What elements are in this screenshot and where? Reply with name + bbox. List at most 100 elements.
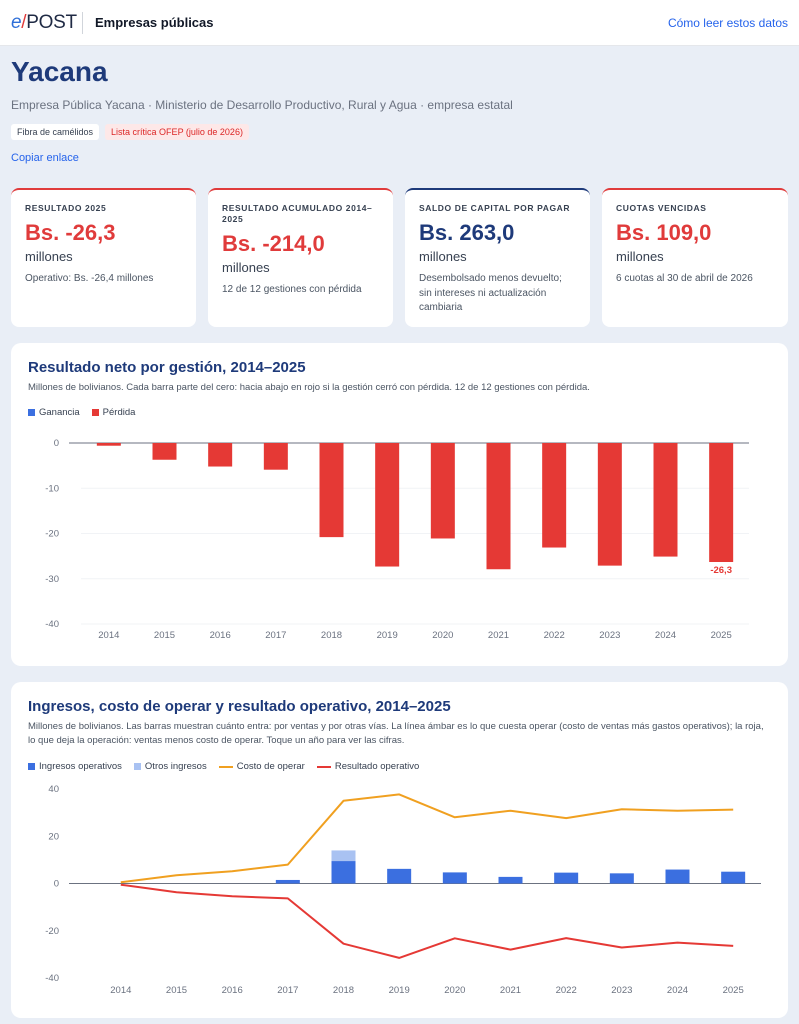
bar-ingresos-2025 — [721, 871, 746, 884]
ingresos-costo-chart[interactable]: 40 20 0 -20 -40 2014 2015 2016 2017 2018 2019 2020 2… — [11, 682, 788, 1018]
bar-2016 — [208, 443, 233, 467]
company-subtitle: Empresa Pública Yacana · Ministerio de D… — [11, 98, 513, 112]
kpi-card-saldo: Saldo de capital por pagar Bs. 263,0 mil… — [405, 188, 590, 327]
kpi-note: Operativo: Bs. -26,4 millones — [25, 273, 154, 285]
kpi-unit: millones — [25, 249, 73, 265]
tag-list: Fibra de camélidos Lista crítica OFEP (j… — [11, 124, 249, 140]
x-tick-label: 2023 — [611, 985, 632, 996]
legend-item-resultado: Resultado operativo — [316, 761, 420, 772]
chart-title: Ingresos, costo de operar y resultado op… — [28, 698, 451, 715]
kpi-card-resultado: Resultado 2025 Bs. -26,3 millones Operat… — [11, 188, 196, 327]
bar-ingresos-2023 — [609, 873, 634, 884]
kpi-value: Bs. -214,0 — [222, 231, 325, 257]
legend-swatch — [28, 763, 35, 770]
legend-label: Ganancia — [39, 407, 80, 418]
bar-2014 — [96, 443, 121, 446]
legend-item-costo: Costo de operar — [218, 761, 305, 772]
kpi-card-cuotas: Cuotas vencidas Bs. 109,0 millones 6 cuo… — [602, 188, 788, 327]
x-tick-label: 2019 — [389, 985, 410, 996]
bar-2018 — [319, 443, 344, 538]
kpi-value: Bs. 109,0 — [616, 220, 712, 246]
x-tick-label: 2024 — [667, 985, 688, 996]
copy-link-button[interactable]: Copiar enlace — [11, 152, 79, 164]
bar-2020 — [430, 443, 455, 539]
logo-slash: / — [21, 12, 27, 33]
logo-post: POST — [26, 12, 77, 33]
legend-line — [316, 765, 331, 768]
kpi-label: Resultado acumulado 2014–2025 — [222, 203, 373, 225]
kpi-note: 12 de 12 gestiones con pérdida — [222, 284, 362, 296]
bar-ingresos-2024 — [665, 869, 690, 884]
legend-swatch — [28, 409, 35, 416]
bar-ingresos-2022 — [554, 872, 579, 884]
kpi-value: Bs. -26,3 — [25, 220, 116, 246]
kpi-note: 6 cuotas al 30 de abril de 2026 — [616, 273, 753, 285]
kpi-unit: millones — [222, 260, 270, 276]
x-tick-label: 2021 — [488, 630, 509, 641]
y-tick-label: -10 — [45, 483, 59, 494]
y-tick-label: 0 — [54, 879, 59, 890]
x-tick-label: 2020 — [432, 630, 453, 641]
legend-label: Pérdida — [102, 407, 136, 418]
y-tick-label: -30 — [45, 574, 59, 585]
chart-description: Millones de bolivianos. Cada barra parte… — [28, 382, 590, 393]
x-tick-label: 2021 — [500, 985, 521, 996]
y-tick-label: -20 — [45, 926, 59, 937]
y-tick-label: 40 — [48, 784, 59, 795]
kpi-label: Cuotas vencidas — [616, 203, 707, 213]
bar-2025 — [709, 443, 734, 563]
x-tick-label: 2016 — [210, 630, 231, 641]
data-label: -26,3 — [710, 565, 732, 576]
resultado-operativo-line — [120, 883, 734, 959]
bar-2024 — [653, 443, 678, 557]
chart-panel-resultado-neto: Resultado neto por gestión, 2014–2025 Mi… — [11, 343, 788, 666]
top-bar: e/POST Empresas públicas Cómo leer estos… — [0, 0, 799, 46]
legend-item-ingresos: Ingresos operativos — [28, 761, 122, 772]
chart-title: Resultado neto por gestión, 2014–2025 — [28, 359, 306, 376]
y-tick-label: 20 — [48, 831, 59, 842]
legend-item-perdida: Pérdida — [91, 407, 136, 418]
x-tick-label: 2025 — [711, 630, 732, 641]
help-link[interactable]: Cómo leer estos datos — [667, 16, 788, 30]
bar-ingresos-2018 — [331, 861, 356, 884]
costo-de-operar-line — [120, 793, 734, 884]
x-tick-label: 2022 — [544, 630, 565, 641]
bar-2017 — [263, 443, 288, 470]
x-tick-label: 2023 — [599, 630, 620, 641]
chart-legend: Ganancia Pérdida — [28, 407, 135, 418]
epost-logo[interactable]: e/POST — [11, 12, 77, 34]
x-tick-label: 2017 — [265, 630, 286, 641]
chart-legend: Ingresos operativos Otros ingresos Costo… — [28, 761, 419, 772]
resultado-neto-chart[interactable]: 0 -10 -20 -30 -40 2014 2015 2016 2017 2018 2019 202… — [11, 343, 788, 666]
bar-otros-2018 — [331, 850, 356, 862]
bar-ingresos-2019 — [387, 868, 412, 884]
header-divider — [82, 12, 83, 34]
x-tick-label: 2024 — [655, 630, 676, 641]
legend-label: Ingresos operativos — [39, 761, 122, 772]
chart-description: Millones de bolivianos. Las barras muest… — [28, 721, 764, 747]
kpi-unit: millones — [419, 249, 467, 265]
bar-ingresos-2020 — [442, 872, 467, 884]
y-tick-label: -40 — [45, 619, 59, 630]
x-tick-label: 2015 — [154, 630, 175, 641]
x-tick-label: 2020 — [444, 985, 465, 996]
kpi-card-acumulado: Resultado acumulado 2014–2025 Bs. -214,0… — [208, 188, 393, 327]
kpi-label: Resultado 2025 — [25, 203, 107, 213]
legend-label: Costo de operar — [236, 761, 305, 772]
legend-label: Resultado operativo — [334, 761, 420, 772]
bar-ingresos-2021 — [498, 876, 523, 884]
x-tick-label: 2019 — [377, 630, 398, 641]
bar-2021 — [486, 443, 511, 570]
x-tick-label: 2022 — [556, 985, 577, 996]
bar-2023 — [597, 443, 622, 566]
legend-item-ganancia: Ganancia — [28, 407, 80, 418]
x-tick-label: 2014 — [98, 630, 119, 641]
kpi-note: Desembolsado menos devuelto; sin interes… — [419, 273, 562, 314]
page-title: Yacana — [11, 56, 108, 87]
kpi-label: Saldo de capital por pagar — [419, 203, 571, 213]
section-title[interactable]: Empresas públicas — [95, 15, 214, 30]
legend-label: Otros ingresos — [144, 761, 207, 772]
bar-2022 — [542, 443, 567, 548]
bar-ingresos-2017 — [275, 879, 300, 884]
legend-swatch — [133, 763, 141, 770]
